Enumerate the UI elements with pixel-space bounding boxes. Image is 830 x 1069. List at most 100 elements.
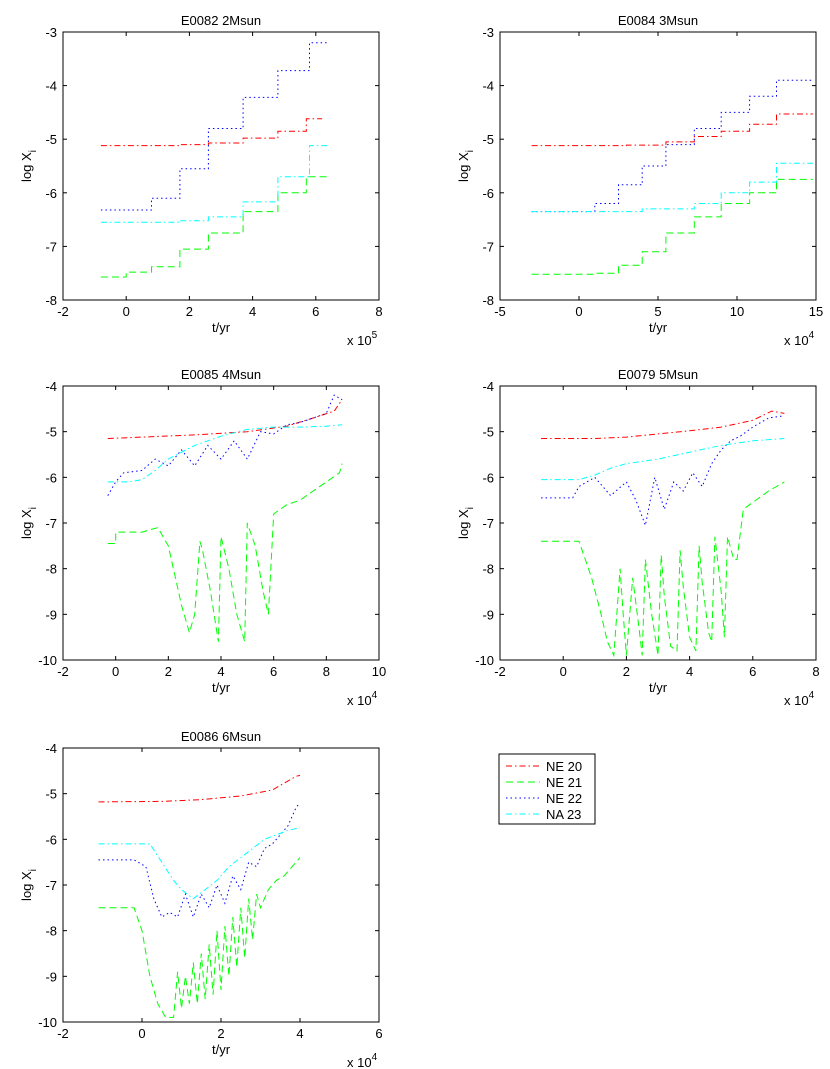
legend-label: NE 22 [546,791,582,806]
series-line-ne-22 [100,42,329,211]
y-tick-label: -5 [45,787,57,802]
legend-label: NE 20 [546,759,582,774]
y-tick-label: -6 [45,470,57,485]
series-line-ne-20 [541,410,785,439]
y-axis-label-sub: i [28,507,39,509]
series-line-ne-21 [531,178,813,275]
series-line-na-23 [107,424,343,483]
x-tick-label: 2 [217,1026,224,1041]
x-tick-label: 10 [372,664,386,679]
series-line-na-23 [98,827,301,900]
axes-box [499,385,817,661]
series-line-na-23 [100,145,329,223]
chart-panel-1: E0082 2Msun -2 0 2 4 6 8 -8 -7 -6 -5 -4 -3 t/yr x 105 l… [19,13,383,348]
chart-title: E0084 3Msun [618,13,698,28]
x-tick-label: 6 [375,1026,382,1041]
series-line-ne-21 [100,176,329,278]
y-tick-label: -7 [45,516,57,531]
x-multiplier-exp: 4 [372,690,378,701]
y-axis-label-sub: i [465,150,476,152]
y-tick-label: -3 [45,25,57,40]
y-tick-label: -9 [482,607,494,622]
y-tick-label: -6 [45,186,57,201]
series-group [531,79,813,275]
x-multiplier-exp: 4 [372,1052,378,1063]
x-tick-label: 10 [730,304,744,319]
y-tick-label: -4 [482,379,494,394]
y-axis-label-main: log X [456,509,471,539]
chart-panel-3: E0085 4Msun -2 0 2 4 6 8 10 -10 -9 -8 -7 -6 -5 -4 t/yr x… [19,367,386,708]
x-tick-label: -2 [494,664,506,679]
x-axis-label: t/yr [212,1042,231,1057]
y-tick-label: -6 [45,832,57,847]
y-axis-label-sub: i [28,869,39,871]
series-line-na-23 [541,438,785,481]
x-multiplier-base: x 10 [784,693,809,708]
series-line-ne-21 [107,463,343,642]
x-multiplier-exp: 4 [809,330,815,341]
y-axis-label-main: log X [19,152,34,182]
y-axis-label: log Xi [456,507,476,539]
x-tick-label: 4 [686,664,693,679]
chart-title: E0086 6Msun [181,729,261,744]
legend-label: NE 21 [546,775,582,790]
y-tick-label: -9 [45,607,57,622]
y-tick-label: -4 [45,79,57,94]
x-axis-label: t/yr [212,680,231,695]
x-multiplier: x 104 [784,330,815,348]
y-axis-label-main: log X [456,152,471,182]
y-tick-label: -5 [482,132,494,147]
y-axis-label: log Xi [19,869,39,901]
series-line-ne-22 [541,415,785,528]
series-line-ne-21 [98,857,301,1018]
x-multiplier-exp: 5 [372,330,378,341]
y-tick-label: -9 [45,969,57,984]
x-multiplier-base: x 10 [347,1055,372,1069]
axes-box [62,747,380,1023]
y-tick-label: -5 [482,425,494,440]
y-tick-label: -3 [482,25,494,40]
x-tick-label: 4 [217,664,224,679]
x-tick-label: 8 [323,664,330,679]
y-tick-label: -5 [45,132,57,147]
legend-label: NA 23 [546,807,581,822]
y-axis-label: log Xi [19,507,39,539]
x-multiplier-base: x 10 [347,333,372,348]
series-group [100,42,329,278]
x-tick-label: 15 [809,304,823,319]
chart-title: E0079 5Msun [618,367,698,382]
y-axis-label-sub: i [28,150,39,152]
series-line-ne-20 [98,774,301,803]
y-tick-label: -10 [38,1015,57,1030]
axes-box [62,385,380,661]
series-line-ne-22 [107,394,343,496]
series-line-ne-22 [531,79,813,213]
chart-title: E0085 4Msun [181,367,261,382]
x-tick-label: 8 [375,304,382,319]
series-line-ne-20 [100,118,323,147]
y-tick-label: -4 [45,741,57,756]
x-multiplier-exp: 4 [809,690,815,701]
x-tick-label: 4 [296,1026,303,1041]
x-multiplier: x 104 [347,690,378,708]
series-group [107,394,343,642]
x-tick-label: 0 [112,664,119,679]
x-multiplier: x 104 [347,1052,378,1069]
x-tick-label: -5 [494,304,506,319]
series-line-ne-22 [98,802,301,919]
y-tick-label: -8 [45,924,57,939]
x-tick-label: 8 [812,664,819,679]
x-multiplier-base: x 10 [784,333,809,348]
x-multiplier-base: x 10 [347,693,372,708]
y-tick-label: -6 [482,186,494,201]
x-tick-label: 0 [138,1026,145,1041]
series-group [541,410,785,658]
x-tick-label: 2 [165,664,172,679]
x-tick-label: -2 [57,304,69,319]
chart-panel-5: E0086 6Msun -2 0 2 4 6 -10 -9 -8 -7 -6 -5 -4 t/yr x 10… [19,729,383,1069]
series-group [98,774,301,1018]
y-tick-label: -7 [45,878,57,893]
x-tick-label: -2 [57,1026,69,1041]
